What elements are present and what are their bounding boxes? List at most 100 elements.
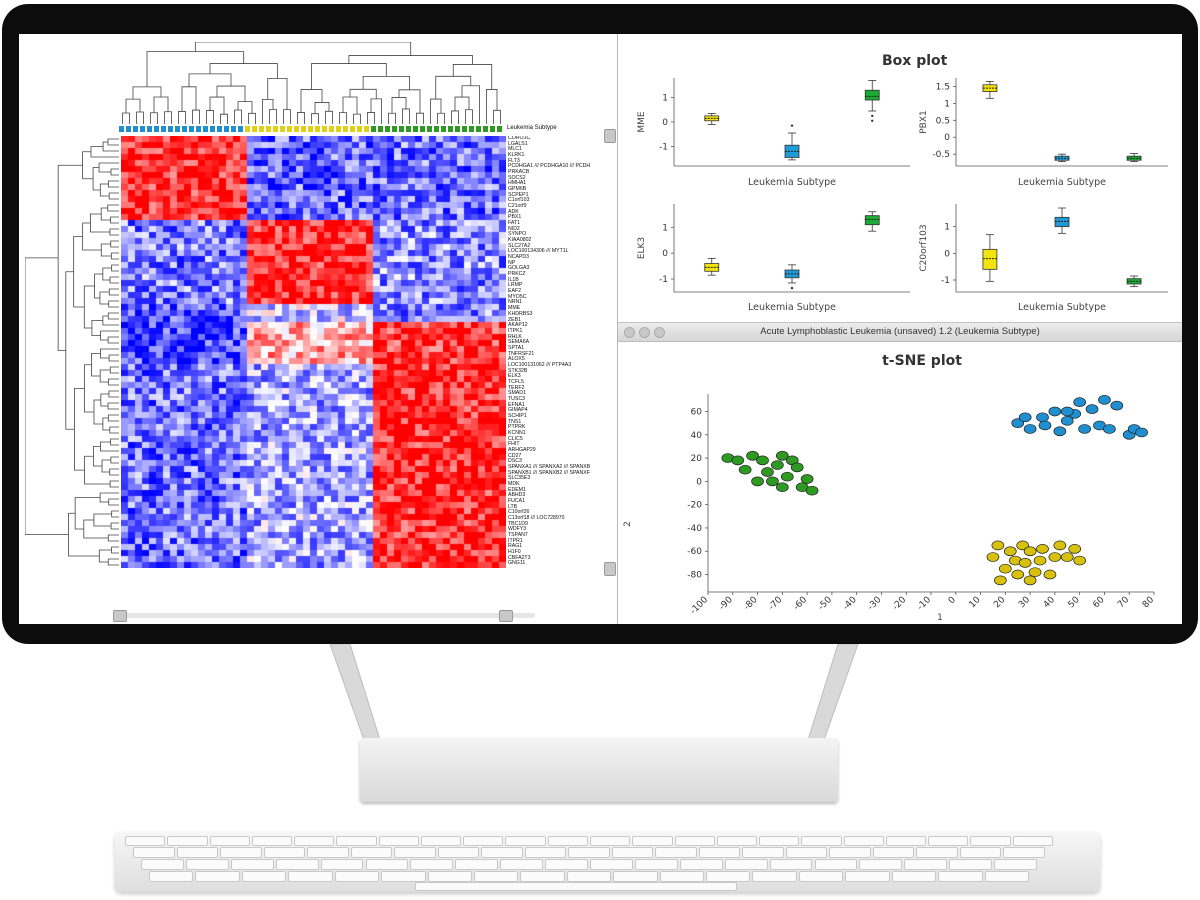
subtype-annotation-cell [343, 126, 348, 132]
box-1 [704, 257, 720, 276]
keyboard-key [455, 859, 499, 870]
tsne-x-tick-label: -80 [742, 595, 760, 613]
window-minimize-button[interactable] [639, 327, 650, 338]
keyboard-key [545, 859, 588, 870]
boxplot-panel-c20orf103: -1 0 1 C20orf103 Leukemia Subtype [919, 204, 1168, 313]
boxplot-y-tick-label: 1.5 [936, 82, 950, 92]
keyboard-key [590, 836, 631, 846]
subtype-annotation-cell [371, 126, 376, 132]
gene-label: RAG1 [508, 543, 523, 550]
subtype-annotation-cell [497, 126, 502, 132]
tsne-x-tick-label: 70 [1116, 595, 1131, 610]
gene-label: SPTA1 [508, 344, 525, 351]
keyboard-key [241, 871, 287, 882]
gene-label: C21orf9 [508, 203, 527, 210]
keyboard-key [872, 847, 915, 858]
boxplot-x-axis-title: Leukemia Subtype [748, 302, 836, 313]
tsne-y-tick-label: 20 [691, 454, 703, 464]
subtype-annotation-cell [189, 126, 194, 132]
boxplot-grid: -1 0 1 MME Leukemia Subtype -0.5 0 0.5 1 1.5 PBX1 L… [637, 78, 1168, 313]
keyboard-key [698, 847, 741, 858]
keyboard-key [613, 871, 658, 882]
keyboard-key [381, 871, 426, 882]
tsne-y-tick-label: 0 [696, 477, 702, 487]
keyboard-key [176, 847, 219, 858]
gene-label: FUCA1 [508, 498, 526, 504]
gene-label: SCPEP1 [508, 191, 529, 198]
tsne-cluster-3 [986, 540, 1087, 586]
keyboard-key [520, 871, 565, 882]
tsne-point [994, 575, 1007, 586]
gene-label: MYO5C [508, 293, 527, 300]
keyboard-key [125, 836, 166, 846]
tsne-cluster-1 [1011, 394, 1148, 440]
tsne-x-tick-label: 80 [1141, 595, 1156, 610]
gene-label: AKAP12 [508, 322, 528, 329]
gene-label: H1F0 [508, 549, 521, 556]
box-1 [982, 234, 998, 282]
vertical-scroll-thumb-top[interactable] [604, 129, 616, 143]
keyboard-key [959, 847, 1002, 858]
keyboard-key [679, 859, 723, 870]
gene-label: FLT3 [508, 157, 520, 164]
subtype-annotation-cell [329, 126, 334, 132]
horizontal-scrollbar-track[interactable] [115, 613, 535, 618]
keyboard-key [365, 859, 409, 870]
subtype-annotation-cell [434, 126, 439, 132]
tsne-point [751, 476, 764, 487]
window-close-button[interactable] [624, 327, 635, 338]
gene-label: MLC1 [508, 146, 522, 153]
tsne-x-axis-title: 1 [937, 613, 943, 623]
vertical-scroll-thumb-bottom[interactable] [604, 562, 616, 576]
tsne-point [1048, 406, 1062, 417]
subtype-annotation-cell [259, 126, 264, 132]
tsne-point [1060, 552, 1074, 562]
gene-label: WDFY3 [508, 526, 527, 533]
box-3 [1126, 153, 1142, 162]
horizontal-scroll-thumb-right[interactable] [499, 610, 513, 622]
boxplot-y-tick-label: -1 [659, 142, 668, 152]
tsne-point [1036, 412, 1049, 423]
gene-label: ELK3 [508, 373, 521, 380]
tsne-point [1110, 400, 1124, 411]
keyboard-key [133, 847, 175, 858]
horizontal-scroll-thumb-left[interactable] [113, 610, 127, 622]
subtype-annotation-cell [231, 126, 236, 132]
gene-label: SMAD1 [508, 390, 526, 397]
tsne-x-tick-label: 60 [1091, 595, 1106, 610]
box-3 [1126, 275, 1142, 288]
tsne-window-title: Acute Lymphoblastic Leukemia (unsaved) 1… [760, 326, 1040, 337]
keyboard-key [885, 836, 927, 846]
keyboard-key [500, 859, 544, 870]
tsne-x-tick-label: -10 [916, 595, 934, 613]
tsne-x-tick-label: 10 [968, 595, 983, 610]
keyboard-key [141, 859, 184, 870]
subtype-annotation-cell [287, 126, 292, 132]
gene-label: CD27 [508, 452, 522, 459]
keyboard-key [427, 871, 472, 882]
heatmap-pane: Leukemia Subtype CORO1C LGALS1 MLC1 KLRK1 FL… [19, 34, 618, 624]
keyboard-key [524, 847, 567, 858]
tsne-point [991, 540, 1005, 551]
tsne-point [1068, 544, 1082, 554]
subtype-annotation-cell [357, 126, 362, 132]
subtype-annotation-bar [119, 126, 504, 133]
keyboard-key [928, 836, 969, 846]
monitor-stand-arms [330, 644, 858, 741]
gene-label: GIMAP4 [508, 407, 528, 414]
keyboard-key [742, 847, 784, 858]
boxplot-y-tick-label: 0 [944, 249, 950, 259]
boxplot-y-tick-label: 1 [944, 223, 950, 233]
screen: Leukemia Subtype CORO1C LGALS1 MLC1 KLRK1 FL… [19, 34, 1182, 624]
boxplot-panel-elk3: -1 0 1 ELK3 Leukemia Subtype [637, 204, 910, 313]
gene-label: SLC27A2 [508, 242, 531, 249]
heatmap-cells [121, 136, 506, 568]
window-zoom-button[interactable] [654, 327, 665, 338]
keyboard-key [716, 836, 758, 846]
tsne-y-axis-title: 2 [623, 521, 633, 527]
keyboard-key [410, 859, 454, 870]
tsne-point [1038, 420, 1052, 431]
tsne-point [1033, 555, 1047, 566]
keyboard-key [611, 847, 654, 858]
